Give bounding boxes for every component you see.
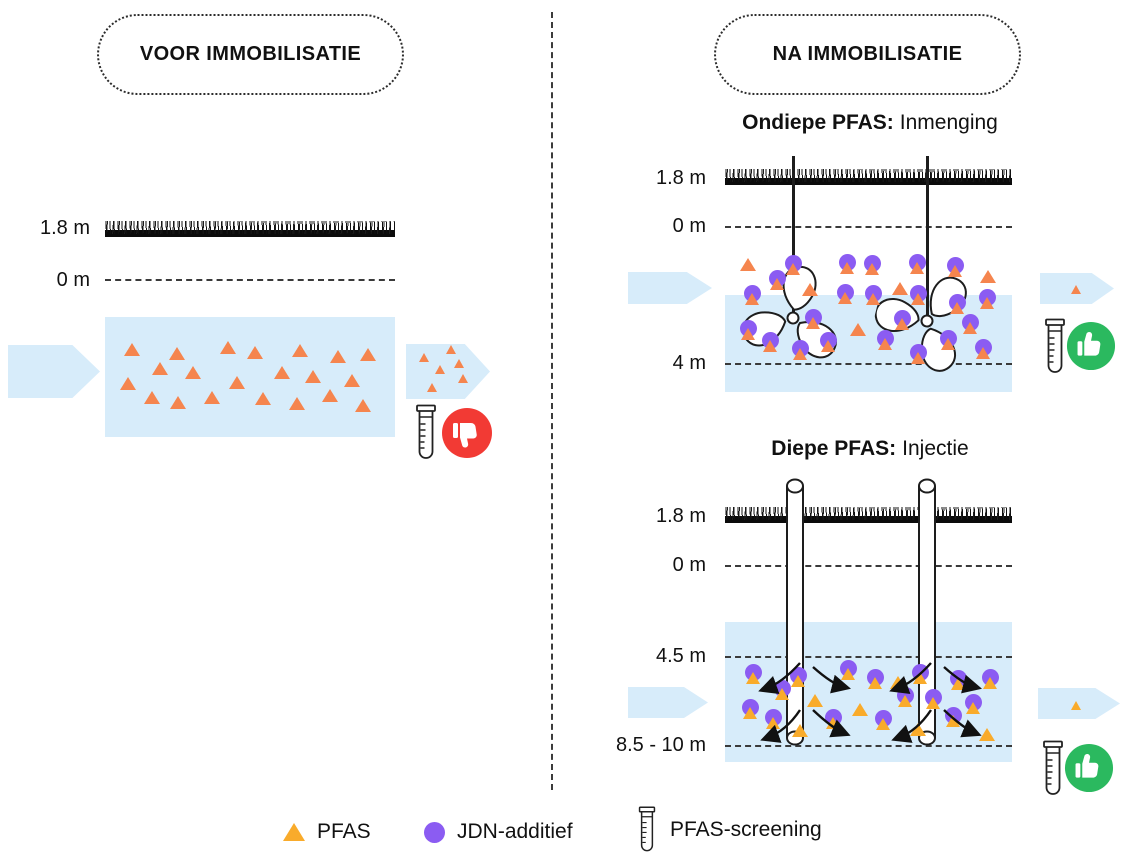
thumbs-down-badge (442, 408, 492, 458)
additive-on-pfas-marker (838, 254, 857, 274)
left-surface-label: 1.8 m (39, 217, 90, 239)
shallow-grass-surface (725, 169, 1012, 186)
shallow-outflow-arrow (1040, 273, 1114, 304)
test-tube-icon (416, 404, 436, 459)
left-grass-surface (105, 221, 395, 238)
thumbs-up-badge (1066, 321, 1116, 371)
deep-surface-label: 1.8 m (655, 505, 706, 527)
left-inflow-arrow (8, 345, 100, 398)
deep-heading: Diepe PFAS: Injectie (718, 437, 1022, 461)
thumbs-up-badge (1064, 743, 1114, 793)
jdn-additive-circle-icon (947, 257, 964, 274)
shallow-depth-line (725, 363, 1012, 365)
deep-bottom-line (725, 745, 1012, 747)
before-title: VOOR IMMOBILISATIE (139, 43, 362, 65)
shallow-ground-line (725, 226, 1012, 228)
legend-item-additive: JDN-additief (424, 808, 573, 856)
jdn-additive-circle-icon (424, 821, 445, 843)
shallow-heading-rest: Inmenging (899, 111, 998, 134)
left-contaminated-zone (105, 317, 395, 437)
deep-bottom-label: 8.5 - 10 m (615, 734, 706, 756)
deep-top-label: 4.5 m (655, 645, 706, 667)
mixer-shaft-right (926, 156, 929, 321)
pfas-triangle-icon (283, 823, 305, 841)
deep-ground-label: 0 m (672, 554, 706, 576)
jdn-additive-circle-icon (839, 254, 856, 271)
injection-spread-arrows (758, 662, 982, 743)
deep-heading-strong: Diepe PFAS: (771, 437, 897, 460)
test-tube-icon (1043, 740, 1063, 795)
deep-top-line (725, 656, 1012, 658)
legend-screening-label: PFAS-screening (670, 818, 822, 841)
legend-item-screening: PFAS-screening (636, 806, 822, 854)
shallow-surface-label: 1.8 m (655, 167, 706, 189)
test-tube-icon (638, 806, 656, 852)
after-title-pill: NA IMMOBILISATIE (714, 14, 1021, 95)
deep-ground-line (725, 565, 1012, 567)
shallow-ground-label: 0 m (672, 215, 706, 237)
pfas-triangle-icon (740, 257, 756, 271)
legend-item-pfas: PFAS (283, 808, 371, 856)
before-title-pill: VOOR IMMOBILISATIE (97, 14, 404, 95)
shallow-inflow-arrow (628, 272, 712, 304)
additive-on-pfas-marker (863, 255, 882, 275)
legend-additive-label: JDN-additief (457, 820, 573, 843)
shallow-heading: Ondiepe PFAS: Inmenging (718, 111, 1022, 135)
deep-grass-surface (725, 507, 1012, 524)
pfas-triangle-icon (865, 263, 879, 275)
deep-outflow-arrow (1038, 688, 1120, 719)
legend-pfas-label: PFAS (317, 820, 371, 843)
left-ground-label: 0 m (56, 269, 90, 291)
pfas-triangle-icon (840, 262, 854, 274)
after-title: NA IMMOBILISATIE (772, 43, 963, 65)
shallow-depth-label: 4 m (672, 352, 706, 374)
left-outflow-arrow (406, 344, 490, 399)
mixer-shaft-left (792, 156, 795, 318)
panel-divider (551, 12, 553, 790)
left-ground-line (105, 279, 395, 281)
jdn-additive-circle-icon (864, 255, 881, 272)
shallow-heading-strong: Ondiepe PFAS: (742, 111, 894, 134)
deep-heading-rest: Injectie (902, 437, 969, 460)
mixer-blade-icon (735, 265, 841, 362)
test-tube-icon (1045, 318, 1065, 373)
deep-inflow-arrow (628, 687, 708, 718)
